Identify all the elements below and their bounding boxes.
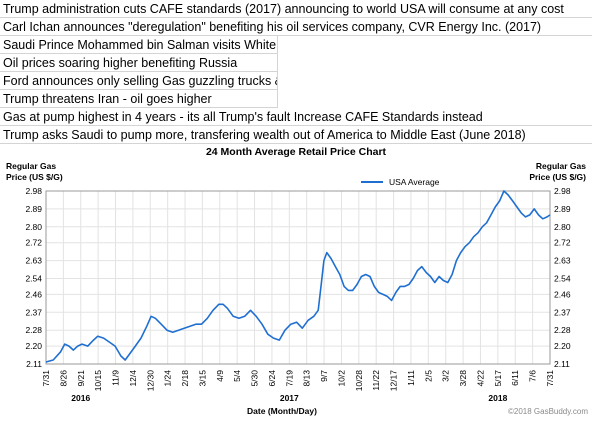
- x-tick-label: 5/30: [250, 370, 260, 387]
- x-tick-label: 11/22: [371, 370, 381, 391]
- chart-title: 24 Month Average Retail Price Chart: [206, 146, 387, 158]
- x-tick-label: 1/24: [163, 370, 173, 387]
- x-tick-label: 7/31: [545, 370, 555, 387]
- y-tick-label-left: 2.63: [25, 256, 42, 266]
- x-tick-label: 8/26: [58, 370, 68, 387]
- x-axis-title: Date (Month/Day): [247, 406, 317, 416]
- x-tick-label: 9/7: [319, 370, 329, 382]
- y-tick-label-right: 2.98: [554, 186, 571, 196]
- x-tick-label: 5/4: [232, 370, 242, 382]
- x-tick-label: 3/15: [197, 370, 207, 387]
- x-tick-label: 10/28: [354, 370, 364, 392]
- y-tick-label-left: 2.28: [25, 325, 42, 335]
- credit-text: ©2018 GasBuddy.com: [508, 407, 588, 416]
- x-tick-label: 3/2: [441, 370, 451, 382]
- headline-list: Trump administration cuts CAFE standards…: [0, 0, 592, 144]
- y-tick-label-right: 2.11: [554, 359, 570, 369]
- y-tick-label-right: 2.37: [554, 307, 571, 317]
- x-tick-label: 10/15: [93, 370, 103, 392]
- y-tick-label-left: 2.11: [26, 359, 42, 369]
- x-tick-label: 1/11: [406, 370, 416, 386]
- x-tick-label: 8/13: [302, 370, 312, 387]
- x-year-label: 2018: [488, 393, 507, 403]
- y-tick-label-right: 2.80: [554, 222, 571, 232]
- gas-price-chart: 24 Month Average Retail Price Chart Regul…: [0, 140, 592, 430]
- y-tick-label-left: 2.20: [25, 341, 42, 351]
- legend-label: USA Average: [389, 177, 440, 187]
- x-tick-label: 5/17: [493, 370, 503, 387]
- headline-row: Oil prices soaring higher benefiting Rus…: [0, 54, 278, 72]
- headline-row: Gas at pump highest in 4 years - its all…: [0, 108, 592, 126]
- headline-row: Trump administration cuts CAFE standards…: [0, 0, 592, 18]
- headline-row: Saudi Prince Mohammed bin Salman visits …: [0, 36, 278, 54]
- x-tick-label: 4/9: [215, 370, 225, 382]
- x-tick-label: 10/2: [336, 370, 346, 387]
- x-tick-label: 2/5: [423, 370, 433, 382]
- x-tick-label: 7/6: [528, 370, 538, 382]
- x-tick-label: 3/28: [458, 370, 468, 387]
- x-tick-label: 2/18: [180, 370, 190, 387]
- headline-row: Trump asks Saudi to pump more, transferi…: [0, 126, 592, 144]
- x-tick-label: 7/19: [284, 370, 294, 387]
- series-line-usa-average: [45, 190, 551, 363]
- y-tick-label-right: 2.46: [554, 289, 571, 299]
- y-tick-label-left: 2.46: [25, 289, 42, 299]
- x-year-label: 2016: [71, 393, 90, 403]
- plot-frame: [45, 190, 551, 365]
- y-tick-label-left: 2.54: [25, 273, 42, 283]
- y-tick-label-right: 2.89: [554, 204, 571, 214]
- headline-row: Trump threatens Iran - oil goes higher: [0, 90, 278, 108]
- y-tick-label-left: 2.37: [25, 307, 42, 317]
- y-tick-label-left: 2.98: [25, 186, 42, 196]
- y-tick-label-right: 2.54: [554, 273, 571, 283]
- x-tick-label: 11/9: [111, 370, 121, 386]
- x-tick-label: 12/17: [389, 370, 399, 392]
- y-axis-title-right: Regular Gas: [536, 161, 586, 171]
- x-tick-label: 12/4: [128, 370, 138, 387]
- y-tick-label-left: 2.89: [25, 204, 42, 214]
- y-tick-label-right: 2.63: [554, 256, 571, 266]
- x-tick-label: 9/21: [76, 370, 86, 387]
- y-axis-title-left: Price (US $/G): [6, 172, 63, 182]
- headline-row: Carl Ichan announces "deregulation" bene…: [0, 18, 592, 36]
- y-tick-label-right: 2.20: [554, 341, 571, 351]
- chart-canvas: 24 Month Average Retail Price Chart Regul…: [6, 146, 588, 416]
- y-axis-title-right: Price (US $/G): [529, 172, 586, 182]
- x-tick-label: 12/30: [145, 370, 155, 392]
- y-tick-label-right: 2.28: [554, 325, 571, 335]
- y-axis-title-left: Regular Gas: [6, 161, 56, 171]
- y-tick-label-right: 2.72: [554, 238, 571, 248]
- y-tick-label-left: 2.80: [25, 222, 42, 232]
- x-tick-label: 7/31: [41, 370, 51, 387]
- x-tick-label: 4/22: [475, 370, 485, 387]
- headline-row: Ford announces only selling Gas guzzling…: [0, 72, 278, 90]
- y-tick-label-left: 2.72: [25, 238, 42, 248]
- x-tick-label: 6/24: [267, 370, 277, 387]
- x-tick-label: 6/11: [510, 370, 520, 386]
- x-year-label: 2017: [280, 393, 299, 403]
